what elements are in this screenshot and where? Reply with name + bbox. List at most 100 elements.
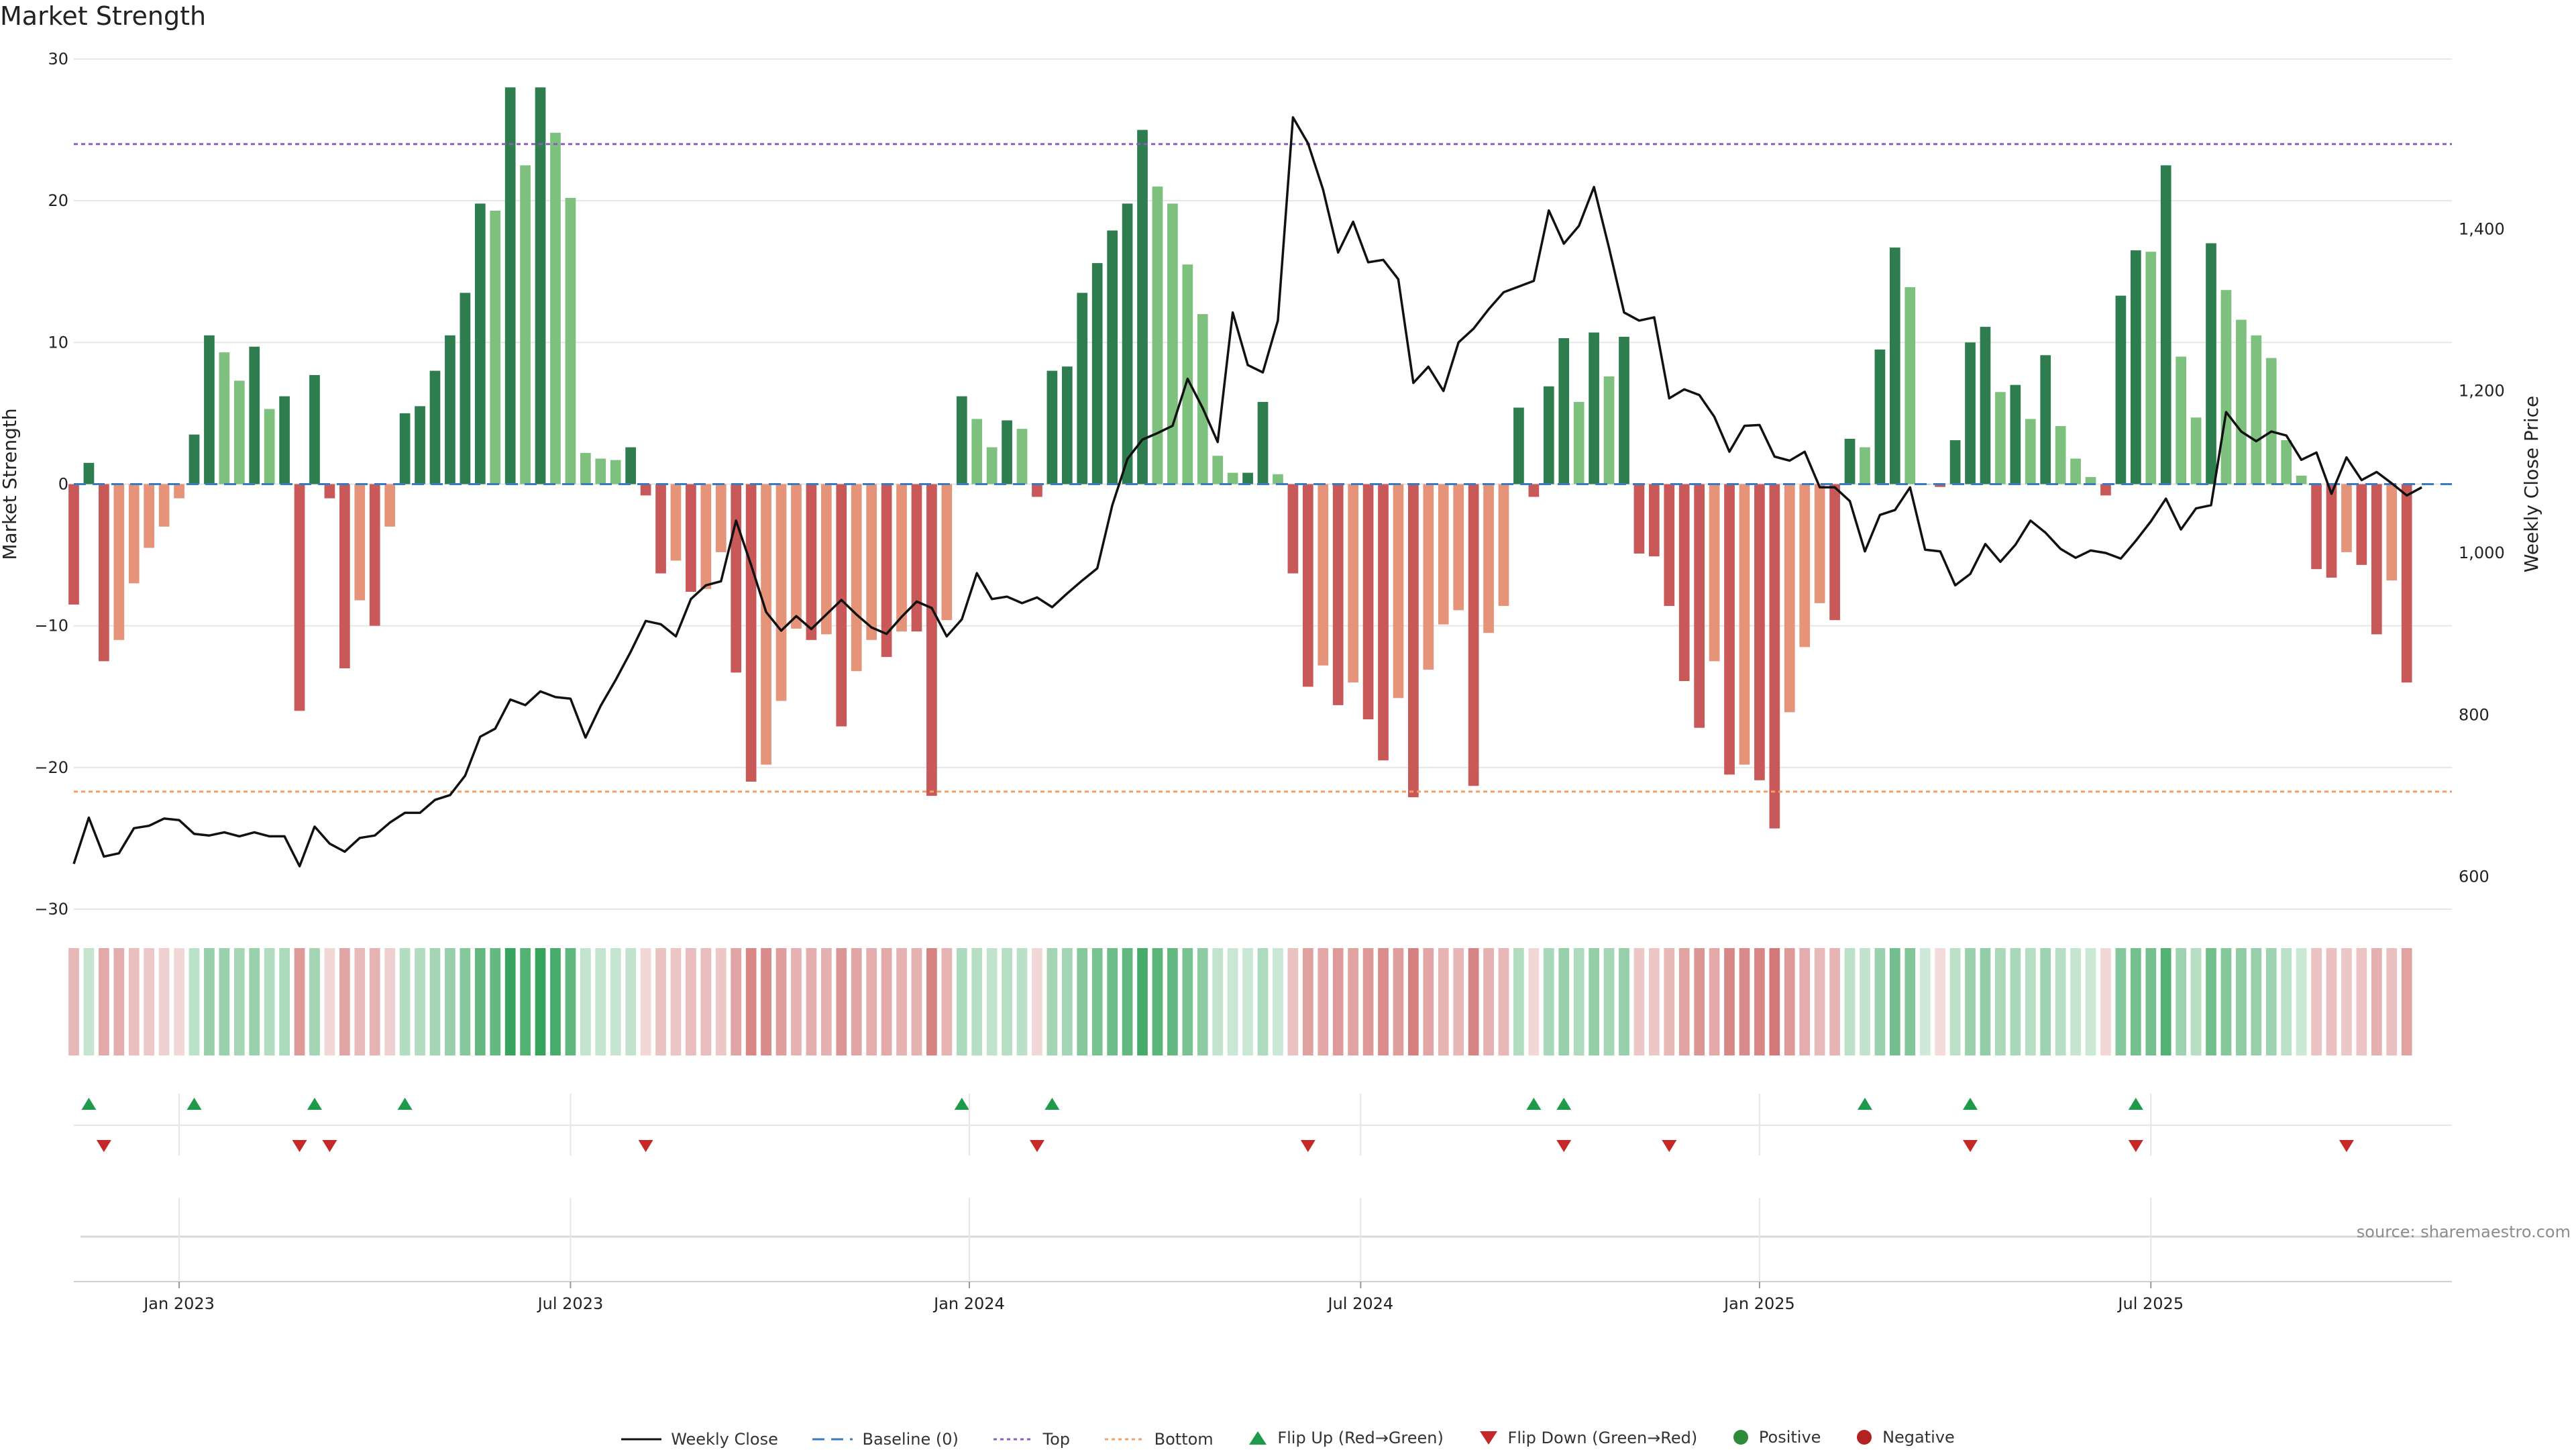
strength-strip-cell [791,948,802,1055]
strength-bar [1152,187,1163,484]
strength-bar [1167,203,1178,484]
strength-strip-cell [1769,948,1780,1055]
strength-strip-cell [219,948,230,1055]
strength-strip-cell [1318,948,1329,1055]
strength-strip-cell [1273,948,1283,1055]
strength-strip-cell [1995,948,2006,1055]
strength-strip-cell [1287,948,1299,1055]
strength-strip-cell [2401,948,2412,1055]
strength-bar [1032,484,1042,497]
flip-down-triangle-icon [1479,1431,1497,1445]
strength-bar [595,458,606,484]
strength-strip-cell [971,948,983,1055]
strength-strip-cell [1302,948,1313,1055]
legend-positive-label: Positive [1758,1428,1821,1447]
flip-up-marker [954,1098,969,1110]
strength-bar [1965,342,1976,484]
strength-bar [1784,484,1795,713]
y-tick-label: −30 [34,900,68,919]
strength-bar [2190,417,2202,484]
strength-bar [128,484,140,584]
y2-tick-label: 1,200 [2459,382,2505,401]
strength-strip-cell [896,948,907,1055]
strength-bar [2055,425,2066,484]
strength-strip-cell [264,948,275,1055]
strength-strip-cell [1423,948,1434,1055]
strength-bar [1257,402,1269,484]
strength-strip-cell [1498,948,1509,1055]
strength-bar [1393,484,1404,698]
strength-strip-cell [1739,948,1750,1055]
strength-strip-cell [806,948,817,1055]
strength-strip-cell [2085,948,2096,1055]
strength-strip-cell [1046,948,1058,1055]
strength-strip-cell [535,948,546,1055]
strength-strip-cell [1453,948,1464,1055]
strength-bar [550,132,561,484]
strength-strip-cell [2145,948,2157,1055]
strength-strip-cell [1558,948,1570,1055]
strength-bar [1273,474,1283,484]
strength-bar [1649,484,1660,557]
legend-weekly-close-label: Weekly Close [671,1430,778,1449]
strength-bar [1543,386,1554,484]
flip-up-marker [1526,1098,1542,1110]
strength-bar [731,484,742,673]
strength-strip-cell [474,948,486,1055]
strength-bar [866,484,877,640]
strength-strip-cell [1002,948,1012,1055]
strength-strip-cell [1242,948,1253,1055]
strength-strip-cell [309,948,320,1055]
strength-strip-cell [625,948,637,1055]
x-tick-label: Jan 2023 [142,1294,215,1313]
strength-bar [1814,484,1825,603]
strength-bar [2281,440,2292,484]
strength-bar [2341,484,2352,552]
strength-bar [806,484,817,640]
strength-bar [836,484,847,727]
strength-strip-cell [1016,948,1028,1055]
x-tick-label: Jul 2023 [537,1294,604,1313]
strength-strip-cell [2025,948,2036,1055]
strength-strip-cell [324,948,335,1055]
strength-strip-cell [429,948,441,1055]
legend-negative: Negative [1856,1428,1955,1447]
strength-strip-cell [1814,948,1825,1055]
strength-bar [1468,484,1479,786]
flip-down-marker [1662,1140,1677,1152]
strength-strip-cell [1784,948,1795,1055]
strength-strip-cell [2326,948,2337,1055]
flip-down-marker [638,1140,653,1152]
strength-strip-cell [761,948,771,1055]
flip-up-marker [1857,1098,1872,1110]
legend-top-label: Top [1042,1430,1071,1449]
strength-strip-cell [1678,948,1690,1055]
strength-strip-cell [2220,948,2232,1055]
strength-bar [174,484,184,499]
strength-bar [1558,338,1570,484]
weekly-close-swatch [621,1438,662,1441]
strength-strip-cell [2070,948,2081,1055]
flip-up-marker [307,1098,322,1110]
strength-strip-cell [204,948,215,1055]
flip-up-marker [186,1098,202,1110]
strength-strip-cell [520,948,531,1055]
strength-strip-cell [2265,948,2277,1055]
strength-bar [1754,484,1765,780]
strength-strip-cell [1543,948,1554,1055]
strength-strip-cell [1483,948,1494,1055]
strength-bar [1016,429,1028,484]
strength-bar [1212,456,1224,484]
strength-strip-cell [2206,948,2216,1055]
strength-bar [1122,203,1133,484]
strength-bar [1573,402,1585,484]
y-tick-label: 30 [48,50,68,68]
strength-bar [791,484,802,629]
strength-bar [956,396,967,484]
strength-strip-cell [1694,948,1705,1055]
strength-strip-cell [1212,948,1224,1055]
strength-strip-cell [249,948,260,1055]
x-tick-label: Jan 2025 [1723,1294,1795,1313]
strength-strip-cell [1949,948,1961,1055]
strength-strip-cell [1227,948,1238,1055]
